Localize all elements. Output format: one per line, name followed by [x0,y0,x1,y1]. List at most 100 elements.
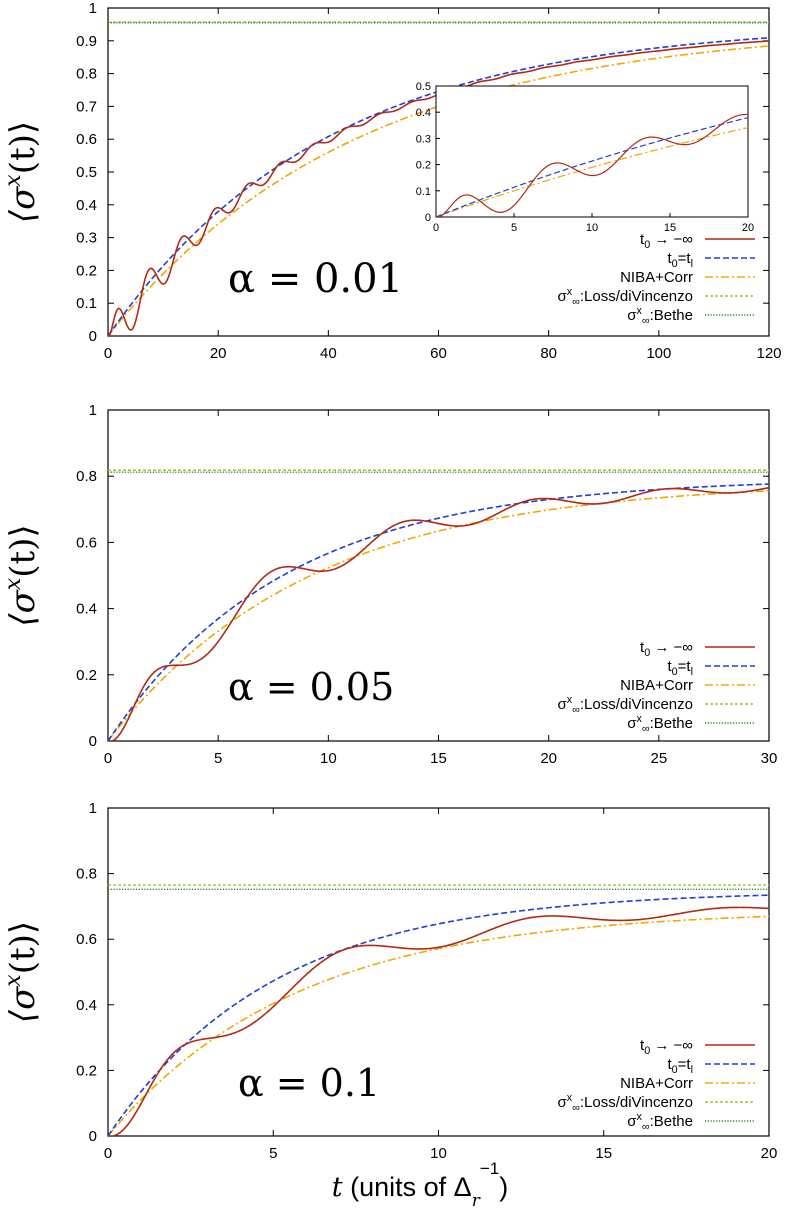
y-tick-label: 1 [89,0,97,17]
inset-plot-area [436,113,748,217]
legend-item-t0_inf: t0 → −∞ [640,639,755,659]
x-tick-label: 5 [214,750,222,767]
y-tick-label: 0 [89,328,97,345]
y-tick-label: 0.3 [76,230,97,247]
legend-label: NIBA+Corr [620,677,693,694]
x-tick-label: 20 [761,1145,778,1162]
chart-panel-3: 0 5 10 15 20 0 0.2 0.4 0.6 0.8 1 ⟨σx(t)⟩ α = 0.1 t0 →… [1,800,777,1162]
legend-item-loss: σx∞:Loss/diVincenzo [557,1092,755,1114]
legend-label: σx∞:Loss/diVincenzo [557,1092,693,1114]
y-tick-label: 0.4 [76,197,97,214]
legend-item-niba: NIBA+Corr [620,269,755,286]
series-t0_inf [108,906,769,1136]
inset-y-tick-label: 0.5 [416,81,431,93]
y-tick-label: 0.6 [76,931,97,948]
x-axis-label-close: ) [499,1172,508,1202]
inset-x-tick-label: 10 [586,222,598,234]
legend-item-niba: NIBA+Corr [620,677,755,694]
x-tick-label: 80 [540,345,557,362]
y-tick-label: 0.2 [76,667,97,684]
x-tick-label: 15 [430,750,447,767]
inset-series-t0_inf [436,113,748,217]
x-tick-label: 15 [595,1145,612,1162]
legend-item-bethe: σx∞:Bethe [627,305,755,327]
y-tick-label: 1 [89,402,97,419]
legend-label: σx∞:Bethe [627,1111,693,1133]
plot-area [108,469,769,741]
y-tick-label: 0 [89,733,97,750]
inset-series-niba [436,126,748,217]
legend-label: σx∞:Bethe [627,305,693,327]
legend: t0 → −∞t0=tlNIBA+Corrσx∞:Loss/diVincenzo… [557,639,755,735]
x-tick-label: 30 [761,750,778,767]
x-tick-label: 10 [430,1145,447,1162]
x-axis-label-units: (units of Δ [343,1172,472,1202]
legend-label: σx∞:Bethe [627,713,693,735]
legend-item-loss: σx∞:Loss/diVincenzo [557,286,755,308]
chart-panel-1: 0 20 40 60 80 100 12000.10.20.30.40.50.60.70.8… [1,0,782,362]
plot-area [108,884,769,1136]
x-tick-label: 20 [210,345,227,362]
legend-label: t0 → −∞ [640,639,693,659]
y-tick-label: 0.2 [76,1062,97,1079]
series-niba [108,489,769,741]
legend-item-t0_tl: t0=tl [667,1056,755,1076]
legend-item-t0_tl: t0=tl [667,658,755,678]
legend-item-loss: σx∞:Loss/diVincenzo [557,694,755,716]
legend-label: NIBA+Corr [620,269,693,286]
legend-item-niba: NIBA+Corr [620,1075,755,1092]
x-tick-label: 20 [540,750,557,767]
x-tick-label: 10 [320,750,337,767]
inset-x-tick-label: 0 [433,222,439,234]
x-tick-label: 60 [430,345,447,362]
x-axis-label-var: t [332,1172,343,1203]
legend: t0 → −∞t0=tlNIBA+Corrσx∞:Loss/diVincenzo… [557,1037,755,1133]
y-tick-label: 0.5 [76,164,97,181]
legend-label: t0=tl [667,250,693,270]
legend-label: t0 → −∞ [640,1037,693,1057]
x-axis-label: t (units of Δr −1) [332,1159,508,1209]
legend-label: t0=tl [667,658,693,678]
alpha-annotation: α = 0.05 [228,665,394,709]
series-t0_inf [108,486,769,741]
legend-item-t0_inf: t0 → −∞ [640,1037,755,1057]
panels: 0 20 40 60 80 100 12000.10.20.30.40.50.60.70.8… [1,0,782,1162]
x-tick-label: 100 [646,345,671,362]
legend-label: σx∞:Loss/diVincenzo [557,286,693,308]
y-axis-label: ⟨σx(t)⟩ [1,524,43,626]
x-axis-label-sup: −1 [480,1159,499,1178]
y-tick-label: 0.2 [76,262,97,279]
inset-y-tick-label: 0 [425,212,431,224]
inset-y-tick-label: 0.4 [416,107,431,119]
y-tick-label: 0.6 [76,131,97,148]
x-tick-label: 40 [320,345,337,362]
x-tick-label: 0 [104,345,112,362]
inset-frame [435,85,749,218]
inset-chart: 0 5 10 15 20 0 0.1 0.2 0.3 0.4 0.5 [416,81,754,234]
inset-x-tick-label: 20 [742,222,754,234]
y-tick-label: 0.8 [76,468,97,485]
y-axis-label: ⟨σx(t)⟩ [1,121,43,223]
x-tick-label: 25 [650,750,667,767]
x-tick-label: 0 [104,1145,112,1162]
legend-item-t0_inf: t0 → −∞ [640,231,755,251]
legend-label: t0=tl [667,1056,693,1076]
legend: t0 → −∞t0=tlNIBA+Corrσx∞:Loss/diVincenzo… [557,231,755,327]
y-tick-label: 0.4 [76,601,97,618]
inset-y-tick-label: 0.2 [416,160,431,172]
y-tick-label: 0.9 [76,33,97,50]
inset-series-t0_tl [436,117,748,217]
legend-label: NIBA+Corr [620,1075,693,1092]
y-tick-label: 0.1 [76,295,97,312]
chart-panel-2: 0 5 10 15 20 25 30 0 0.2 0.4 0.6 0.8 1 ⟨σx(t)⟩ α = 0.0… [1,402,777,767]
y-tick-label: 0.6 [76,534,97,551]
inset-x-tick-label: 15 [664,222,676,234]
legend-item-t0_tl: t0=tl [667,250,755,270]
legend-item-bethe: σx∞:Bethe [627,713,755,735]
inset-y-tick-label: 0.3 [416,133,431,145]
x-tick-label: 120 [756,345,781,362]
alpha-annotation: α = 0.1 [238,1061,380,1105]
y-tick-label: 0.7 [76,98,97,115]
inset-x-tick-label: 5 [511,222,517,234]
